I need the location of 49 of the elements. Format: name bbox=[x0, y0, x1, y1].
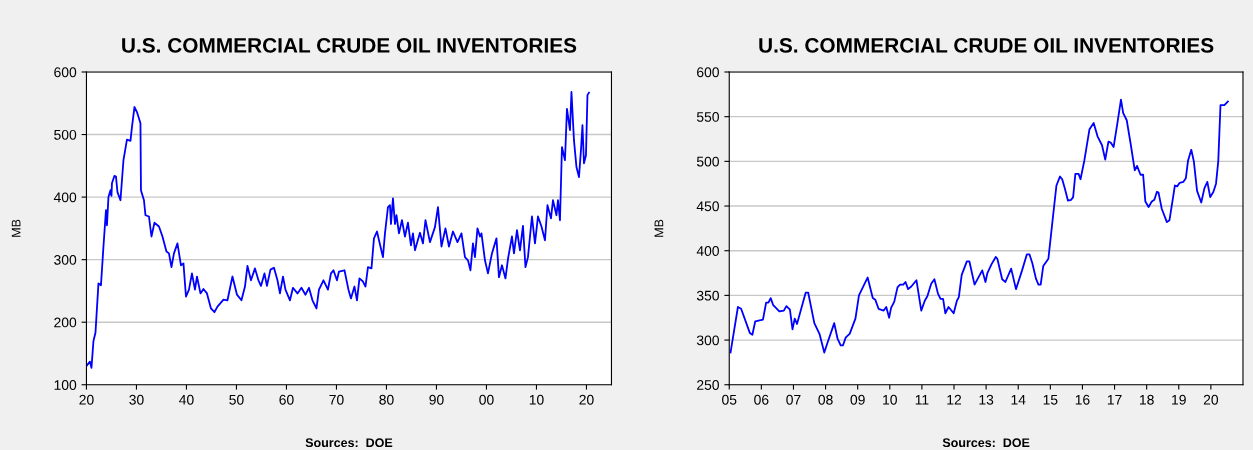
y-tick-label: 200 bbox=[54, 317, 77, 328]
x-tick-label: 18 bbox=[1139, 394, 1154, 405]
y-tick-label: 550 bbox=[696, 112, 719, 122]
line-series bbox=[86, 91, 590, 369]
x-tick-label: 20 bbox=[1203, 394, 1219, 405]
x-tick-label: 40 bbox=[179, 394, 194, 405]
x-tick-label: 60 bbox=[279, 394, 294, 405]
y-tick-label: 500 bbox=[54, 129, 77, 140]
chart-title: U.S. COMMERCIAL CRUDE OIL INVENTORIES bbox=[122, 38, 577, 53]
x-tick-label: 15 bbox=[1043, 394, 1058, 405]
y-tick-label: 600 bbox=[54, 67, 77, 78]
source-note: Sources: DOE bbox=[942, 438, 1030, 448]
y-tick-label: 600 bbox=[697, 67, 719, 78]
x-tick-label: 80 bbox=[379, 394, 394, 405]
x-tick-label: 30 bbox=[129, 394, 144, 405]
y-axis-title: MB bbox=[654, 219, 664, 237]
chart-title: U.S. COMMERCIAL CRUDE OIL INVENTORIES bbox=[759, 38, 1214, 53]
x-tick-label: 20 bbox=[579, 394, 594, 405]
x-tick-label: 08 bbox=[818, 394, 833, 405]
x-tick-label: 13 bbox=[979, 394, 994, 405]
x-tick-label: 11 bbox=[915, 394, 929, 405]
x-tick-label: 06 bbox=[754, 394, 769, 405]
x-tick-label: 14 bbox=[1011, 394, 1026, 405]
x-tick-label: 10 bbox=[883, 394, 897, 405]
x-tick-label: 70 bbox=[329, 394, 344, 405]
y-axis-title: MB bbox=[11, 219, 21, 237]
y-tick-label: 300 bbox=[54, 254, 77, 265]
x-tick-label: 05 bbox=[722, 394, 737, 405]
x-tick-label: 12 bbox=[947, 394, 962, 405]
x-tick-label: 50 bbox=[229, 394, 244, 405]
x-tick-label: 90 bbox=[429, 394, 444, 405]
x-tick-label: 20 bbox=[79, 394, 94, 405]
x-tick-label: 00 bbox=[479, 394, 494, 405]
source-note: Sources: DOE bbox=[305, 438, 393, 448]
y-tick-label: 350 bbox=[696, 290, 719, 301]
y-tick-label: 100 bbox=[54, 380, 77, 390]
line-series bbox=[729, 98, 1229, 354]
x-tick-label: 16 bbox=[1075, 394, 1090, 405]
x-tick-label: 10 bbox=[529, 394, 544, 405]
y-tick-label: 400 bbox=[53, 192, 77, 203]
y-tick-label: 500 bbox=[696, 156, 719, 167]
x-tick-label: 09 bbox=[850, 394, 865, 405]
y-tick-label: 400 bbox=[696, 246, 719, 256]
y-tick-label: 250 bbox=[697, 380, 719, 390]
y-tick-label: 300 bbox=[696, 335, 719, 346]
y-tick-label: 450 bbox=[696, 201, 719, 212]
x-tick-label: 19 bbox=[1172, 394, 1186, 405]
x-tick-label: 07 bbox=[786, 394, 801, 405]
x-tick-label: 17 bbox=[1107, 394, 1122, 405]
